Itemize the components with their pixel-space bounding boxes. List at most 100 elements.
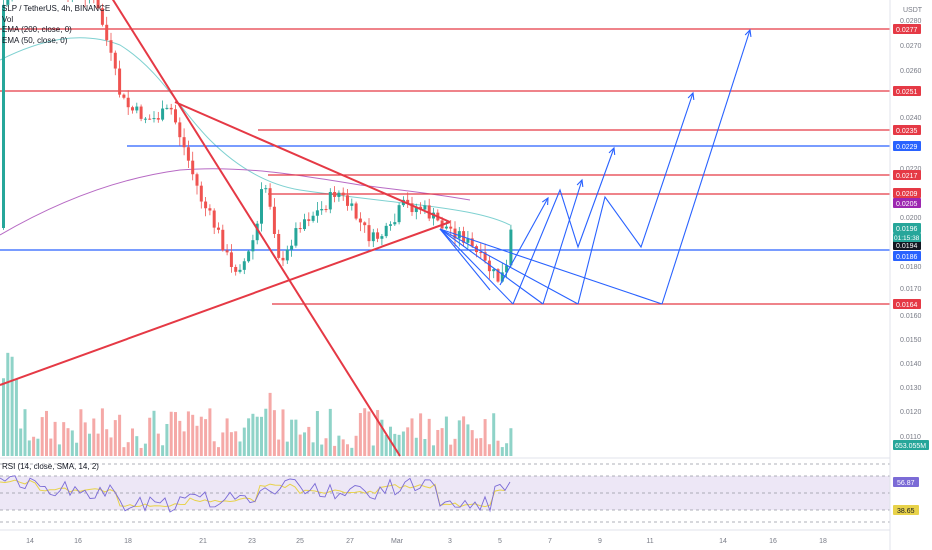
candle-body (191, 160, 195, 175)
volume-bar (195, 425, 199, 456)
projection-path (499, 197, 549, 286)
candle-body (354, 203, 358, 219)
date-tick: 14 (719, 538, 727, 545)
candle-body (320, 209, 324, 211)
volume-bar (466, 424, 470, 456)
candle-body (161, 108, 165, 120)
volume-bar (260, 416, 263, 456)
candle-body (303, 219, 306, 230)
volume-bar (281, 409, 285, 456)
candle-body (264, 188, 268, 190)
volume-bar (229, 432, 233, 456)
trendline-drawings (0, 0, 752, 457)
candle-body (307, 219, 311, 221)
volume-bar (143, 443, 147, 456)
rsi-value-label: 38.65 (897, 508, 915, 515)
candle-body (294, 228, 298, 246)
candle-body (139, 106, 143, 119)
volume-bar (367, 411, 371, 456)
volume-bar (333, 445, 337, 456)
volume-bar (161, 445, 165, 456)
volume-bar (88, 433, 91, 456)
price-axis-bg (890, 0, 932, 550)
volume-bar (346, 444, 349, 456)
volume-bar (251, 413, 255, 456)
candle-body (509, 229, 513, 266)
uptrend-line (0, 221, 451, 386)
volume-bar (492, 413, 496, 456)
candle-body (389, 224, 392, 226)
volume-bar (410, 418, 414, 456)
price-label: 0.0194 (896, 243, 918, 250)
volume-bar (32, 436, 36, 456)
volume-bar (234, 431, 238, 456)
candle-body (492, 269, 496, 272)
rsi-lines (0, 475, 511, 513)
price-label-badge (893, 240, 921, 250)
price-label: 0.0251 (896, 89, 918, 96)
price-label-badge (893, 86, 921, 96)
price-label-badge (893, 223, 921, 233)
date-tick: Mar (391, 538, 404, 545)
volume-bar (6, 352, 10, 456)
volume-bar (320, 444, 324, 456)
volume-bar (152, 410, 156, 456)
volume-bar (432, 445, 435, 456)
candle-body (122, 94, 126, 98)
volume-bar (397, 434, 401, 456)
candle-body (2, 4, 5, 228)
price-tick: 0.0270 (900, 43, 922, 50)
volume-bar (156, 433, 160, 456)
ema-lines (0, 37, 511, 236)
symbol-title[interactable]: SLP / TetherUS, 4h, BINANCE (2, 4, 111, 13)
date-axis: 14 16 18 21 23 25 27 Mar 3 5 7 9 11 14 16 18 (0, 529, 890, 545)
legend-volume[interactable]: Vol (2, 14, 14, 24)
legend-ema200[interactable]: EMA (200, close, 0) (2, 25, 72, 34)
date-tick: 16 (769, 538, 777, 545)
candle-body (315, 210, 319, 216)
candle-body (217, 227, 220, 230)
volume-bar (311, 442, 315, 456)
volume-badge-text: 653.055M (895, 443, 926, 450)
candle-body (328, 191, 332, 210)
candle-body (152, 118, 156, 120)
volume-bar (212, 441, 216, 456)
volume-bar (436, 429, 440, 456)
volume-bar (242, 427, 246, 456)
candle-body (199, 185, 203, 202)
volume-bar (57, 444, 61, 456)
price-tick: 0.0160 (900, 313, 922, 320)
volume-bar (62, 422, 66, 456)
candle-body (367, 225, 371, 242)
volume-bar (217, 447, 220, 456)
volume-bar (238, 441, 242, 456)
candle-body (500, 272, 504, 282)
candle-body (384, 225, 388, 237)
legend-ema50[interactable]: EMA (50, close, 0) (2, 35, 68, 45)
price-label: 0.0217 (896, 173, 918, 180)
candle-body (311, 215, 315, 221)
rsi-value-badge (893, 505, 919, 515)
price-tick: 0.0140 (900, 361, 922, 368)
price-label-badge (893, 141, 921, 151)
volume-bar (358, 413, 362, 456)
volume-bar (169, 411, 173, 456)
rsi-legend[interactable]: RSI (14, close, SMA, 14, 2) (2, 462, 99, 471)
candle-body (444, 226, 448, 229)
volume-bar (113, 420, 117, 456)
candle-body (169, 107, 173, 110)
volume-bar (96, 433, 100, 456)
volume-bar (10, 356, 14, 456)
price-tick: 0.0220 (900, 166, 922, 173)
candle-body (247, 251, 251, 262)
volume-bar (148, 417, 152, 456)
volume-bar (307, 426, 311, 456)
volume-bar (92, 418, 96, 456)
price-label-badge (893, 299, 921, 309)
candle-body (143, 118, 147, 120)
candle-body (483, 252, 487, 261)
fan-line (439, 228, 544, 305)
candle-body (449, 226, 453, 229)
